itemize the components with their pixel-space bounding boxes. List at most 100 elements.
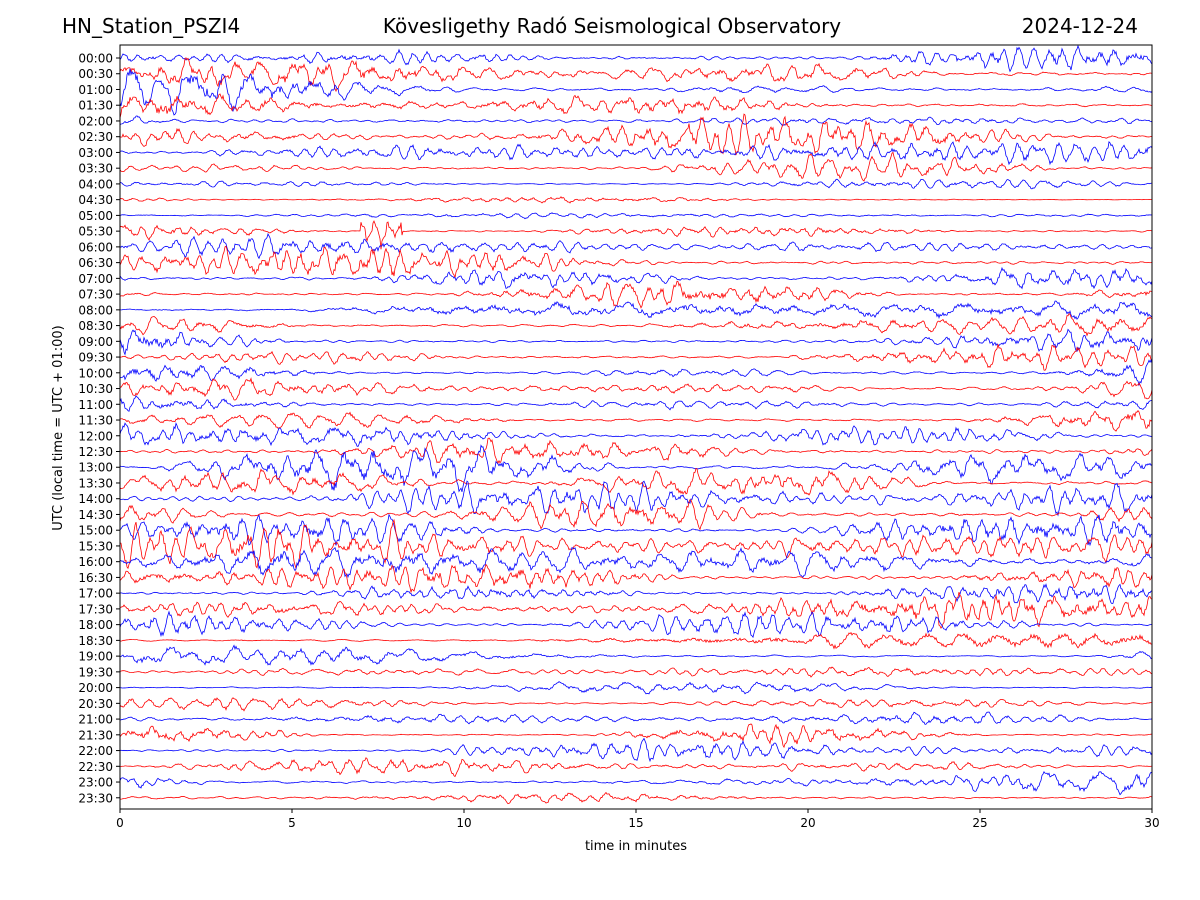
- trace-0530: [120, 220, 1152, 250]
- trace-1630: [120, 563, 1152, 594]
- y-tick-label: 17:00: [78, 587, 113, 601]
- y-tick-label: 11:30: [78, 414, 113, 428]
- y-tick-label: 04:00: [78, 177, 113, 191]
- trace-0000: [120, 45, 1152, 73]
- y-tick-label: 18:30: [78, 634, 113, 648]
- trace-0030: [120, 57, 1152, 93]
- station-title: HN_Station_PSZI4: [62, 14, 241, 38]
- trace-group: [120, 45, 1152, 805]
- y-tick-label: 21:30: [78, 728, 113, 742]
- x-tick-label: 20: [800, 816, 815, 830]
- trace-1900: [120, 644, 1152, 666]
- trace-1800: [120, 610, 1152, 639]
- trace-0400: [120, 178, 1152, 190]
- y-tick-label: 14:00: [78, 492, 113, 506]
- trace-0300: [120, 140, 1152, 166]
- y-tick-label: 11:00: [78, 398, 113, 412]
- y-tick-label: 20:30: [78, 697, 113, 711]
- trace-2100: [120, 711, 1152, 725]
- trace-0500: [120, 212, 1152, 220]
- y-tick-label: 00:30: [78, 67, 113, 81]
- y-tick-label: 01:00: [78, 83, 113, 97]
- y-tick-label: 15:00: [78, 524, 113, 538]
- y-tick-label: 07:30: [78, 288, 113, 302]
- trace-2130: [120, 723, 1152, 749]
- x-tick-label: 30: [1144, 816, 1159, 830]
- y-tick-label: 21:00: [78, 713, 113, 727]
- y-tick-label: 03:00: [78, 146, 113, 160]
- trace-1230: [120, 437, 1152, 464]
- y-tick-label: 05:30: [78, 225, 113, 239]
- x-tick-label: 0: [116, 816, 124, 830]
- x-axis: 0 5 10 15 20 25 30: [116, 809, 1160, 830]
- trace-1300: [120, 444, 1152, 493]
- y-tick-label: 19:30: [78, 665, 113, 679]
- y-tick-label: 09:30: [78, 351, 113, 365]
- trace-2030: [120, 697, 1152, 712]
- date-title: 2024-12-24: [1021, 14, 1138, 38]
- trace-2230: [120, 757, 1152, 778]
- trace-0630: [120, 245, 1152, 278]
- y-tick-label: 13:00: [78, 461, 113, 475]
- trace-0200: [120, 115, 1152, 126]
- x-tick-label: 15: [628, 816, 643, 830]
- y-tick-label: 04:30: [78, 193, 113, 207]
- trace-1730: [120, 591, 1152, 629]
- trace-1030: [120, 377, 1152, 401]
- trace-2330: [120, 791, 1152, 805]
- y-tick-label: 22:00: [78, 744, 113, 758]
- y-tick-label: 14:30: [78, 508, 113, 522]
- trace-1100: [120, 395, 1152, 412]
- trace-1530: [120, 518, 1152, 570]
- y-tick-label: 00:00: [78, 52, 113, 66]
- trace-1830: [120, 631, 1152, 650]
- y-tick-label: 16:00: [78, 555, 113, 569]
- y-tick-label: 15:30: [78, 539, 113, 553]
- trace-0600: [120, 232, 1152, 260]
- trace-0230: [120, 113, 1152, 156]
- trace-2300: [120, 770, 1152, 796]
- y-tick-label: 09:00: [78, 335, 113, 349]
- y-tick-label: 12:00: [78, 429, 113, 443]
- y-tick-label: 02:00: [78, 114, 113, 128]
- trace-1130: [120, 409, 1152, 432]
- y-tick-label: 06:30: [78, 256, 113, 270]
- x-axis-label: time in minutes: [585, 839, 687, 854]
- y-tick-label: 07:00: [78, 272, 113, 286]
- trace-0430: [120, 196, 1152, 204]
- trace-2000: [120, 681, 1152, 695]
- y-axis-label: UTC (local time = UTC + 01:00): [51, 325, 66, 530]
- trace-1000: [120, 358, 1152, 387]
- y-tick-label: 23:00: [78, 776, 113, 790]
- plot-frame: [119, 44, 1153, 810]
- y-tick-label: 06:00: [78, 240, 113, 254]
- trace-1600: [120, 547, 1152, 579]
- trace-1330: [120, 467, 1152, 496]
- y-tick-label: 10:00: [78, 366, 113, 380]
- trace-1500: [120, 513, 1152, 547]
- trace-0830: [120, 313, 1152, 337]
- y-tick-label: 02:30: [78, 130, 113, 144]
- x-tick-label: 25: [972, 816, 987, 830]
- y-tick-label: 10:30: [78, 382, 113, 396]
- y-tick-label: 18:00: [78, 618, 113, 632]
- trace-0700: [120, 266, 1152, 290]
- y-tick-label: 12:30: [78, 445, 113, 459]
- observatory-title: Kövesligethy Radó Seismological Observat…: [382, 14, 842, 38]
- y-tick-label: 22:30: [78, 760, 113, 774]
- y-tick-label: 01:30: [78, 99, 113, 113]
- y-tick-label: 08:30: [78, 319, 113, 333]
- trace-1400: [120, 480, 1152, 517]
- trace-0730: [120, 280, 1152, 309]
- y-tick-label: 16:30: [78, 571, 113, 585]
- y-tick-label: 03:30: [78, 162, 113, 176]
- y-tick-label: 08:00: [78, 303, 113, 317]
- trace-0330: [120, 151, 1152, 182]
- trace-0900: [120, 328, 1152, 356]
- trace-0130: [120, 93, 1152, 119]
- trace-1430: [120, 499, 1152, 531]
- trace-0930: [120, 344, 1152, 371]
- y-tick-label: 13:30: [78, 476, 113, 490]
